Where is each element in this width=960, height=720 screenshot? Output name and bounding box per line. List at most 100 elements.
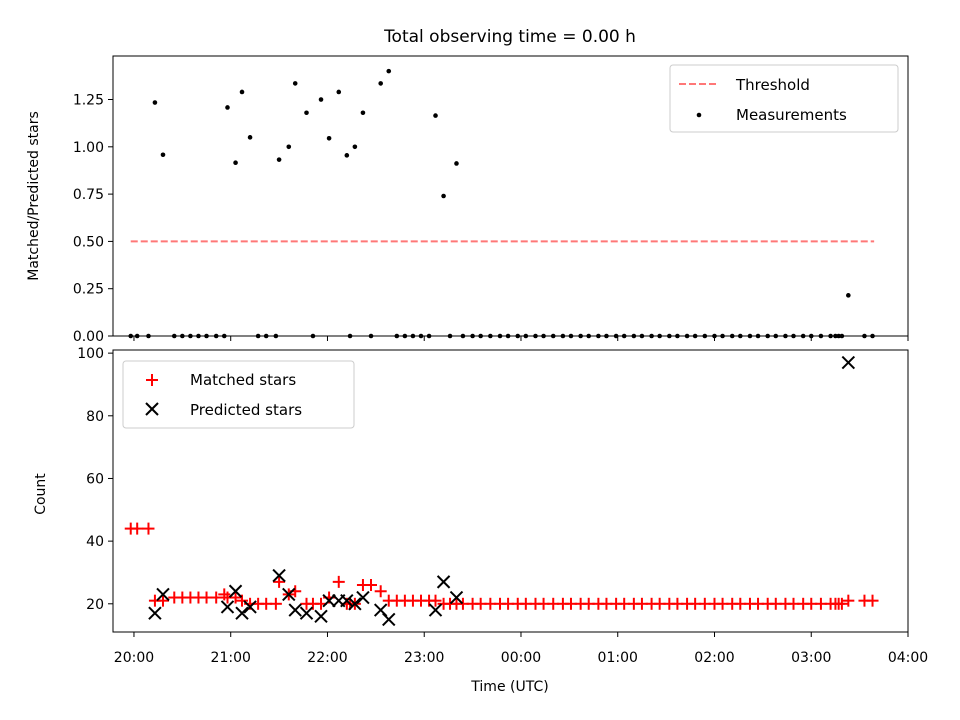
measurement-point [386,68,392,74]
predicted-star-point [340,593,354,608]
predicted-star-point [382,612,396,627]
measurement-point [433,113,438,118]
measurement-point [233,160,238,166]
measurement-point [326,135,332,141]
count-legend: Matched stars Predicted stars [122,360,355,429]
measurement-point [276,157,282,162]
count-panel: 20 40 60 80 100 20:00 21:00 22:00 23:00 00:00 01:… [33,346,928,695]
measurement-point [344,153,350,158]
count-y-tick-label: 40 [86,534,104,550]
ratio-y-tick-label: 1.00 [73,140,104,156]
matched-star-point [429,594,442,607]
predicted-legend-label: Predicted stars [190,401,302,419]
measurement-point [225,105,230,110]
count-y-axis-label: Count [33,473,49,515]
predicted-star-point [235,606,249,620]
measurement-point [441,193,446,199]
measurement-point [160,152,166,158]
predicted-star-point [288,603,302,617]
measurement-point [352,144,358,150]
ratio-axes-frame [112,55,909,337]
count-y-tick-label: 20 [86,597,104,613]
ratio-x-axis [133,336,909,341]
count-x-axis-label: Time (UTC) [470,679,548,695]
matched-star-point [229,591,242,604]
matched-star-point [210,591,223,604]
count-y-axis: 20 40 60 80 100 [77,346,113,613]
measurement-point [152,100,158,105]
ratio-y-tick-label: 0.25 [73,282,104,298]
count-x-tick-label: 23:00 [404,650,444,666]
predicted-star-point [314,609,328,624]
ratio-legend-box [669,64,899,133]
predicted-star-point [272,568,286,583]
ratio-y-tick-label: 1.25 [73,93,104,109]
ratio-legend: Threshold Measurements [669,64,899,133]
measurement-point [360,110,366,116]
figure-title: Total observing time = 0.00 h [383,27,636,47]
measurement-point [286,144,292,150]
count-x-tick-label: 20:00 [114,650,154,666]
predicted-star-point [243,600,257,614]
count-x-tick-label: 00:00 [501,650,541,666]
predicted-star-point [436,575,451,589]
predicted-star-point [428,603,443,617]
ratio-y-tick-label: 0.75 [73,187,104,203]
matched-star-point [332,575,345,588]
count-y-tick-label: 100 [77,346,104,362]
predicted-legend-swatch [145,402,159,416]
count-x-tick-label: 03:00 [791,650,831,666]
measurement-point [378,81,383,86]
ratio-y-axis: 0.00 0.25 0.50 0.75 1.00 1.25 [73,93,113,345]
count-x-axis: 20:00 21:00 22:00 23:00 00:00 01:00 02:00 03:00… [114,632,928,666]
predicted-star-point [220,600,235,614]
predicted-star-point [156,587,170,602]
count-x-tick-label: 02:00 [694,650,734,666]
count-x-tick-label: 22:00 [307,650,347,666]
ratio-panel: 0.00 0.25 0.50 0.75 1.00 1.25 Matched/Predict… [26,55,909,345]
measurement-point [304,110,309,116]
predicted-star-point [228,584,243,598]
ratio-y-tick-label: 0.00 [73,329,104,345]
matched-star-point [866,594,879,607]
predicted-star-point [299,606,314,620]
measurement-point [239,89,245,95]
measurement-point [336,89,342,95]
measurements-legend-swatch [696,112,702,118]
measurement-point [846,293,851,298]
predicted-star-point [449,590,464,605]
matched-star-point [156,594,169,607]
threshold-legend-label: Threshold [735,76,810,94]
matched-legend-swatch [146,374,158,386]
predicted-star-point [348,597,362,611]
predicted-star-point [322,593,336,608]
measurement-point [292,81,298,86]
measurement-point [318,97,324,102]
count-legend-box [122,360,355,429]
ratio-y-axis-label: Matched/Predicted stars [26,111,42,281]
ratio-y-tick-label: 0.50 [73,234,104,250]
matched-star-point [273,575,286,588]
count-plot-area [124,355,879,627]
measurement-point [454,161,459,166]
predicted-star-point [356,590,370,605]
matched-star-point [842,594,855,607]
predicted-star-point [841,355,856,370]
predicted-star-point [148,606,162,620]
count-axes-frame [112,349,909,633]
measurements-legend-label: Measurements [736,106,847,124]
predicted-star-point [282,587,296,602]
matched-star-point [374,585,387,598]
measurement-point [247,135,253,140]
matched-star-point [835,597,848,610]
count-y-tick-label: 80 [86,409,104,425]
matched-star-point [365,579,378,591]
count-y-tick-label: 60 [86,471,104,487]
matched-star-point [142,522,155,535]
count-x-tick-label: 04:00 [888,650,928,666]
count-x-tick-label: 21:00 [211,650,251,666]
matched-legend-label: Matched stars [190,371,296,389]
matched-star-point [269,597,282,610]
count-x-tick-label: 01:00 [598,650,638,666]
